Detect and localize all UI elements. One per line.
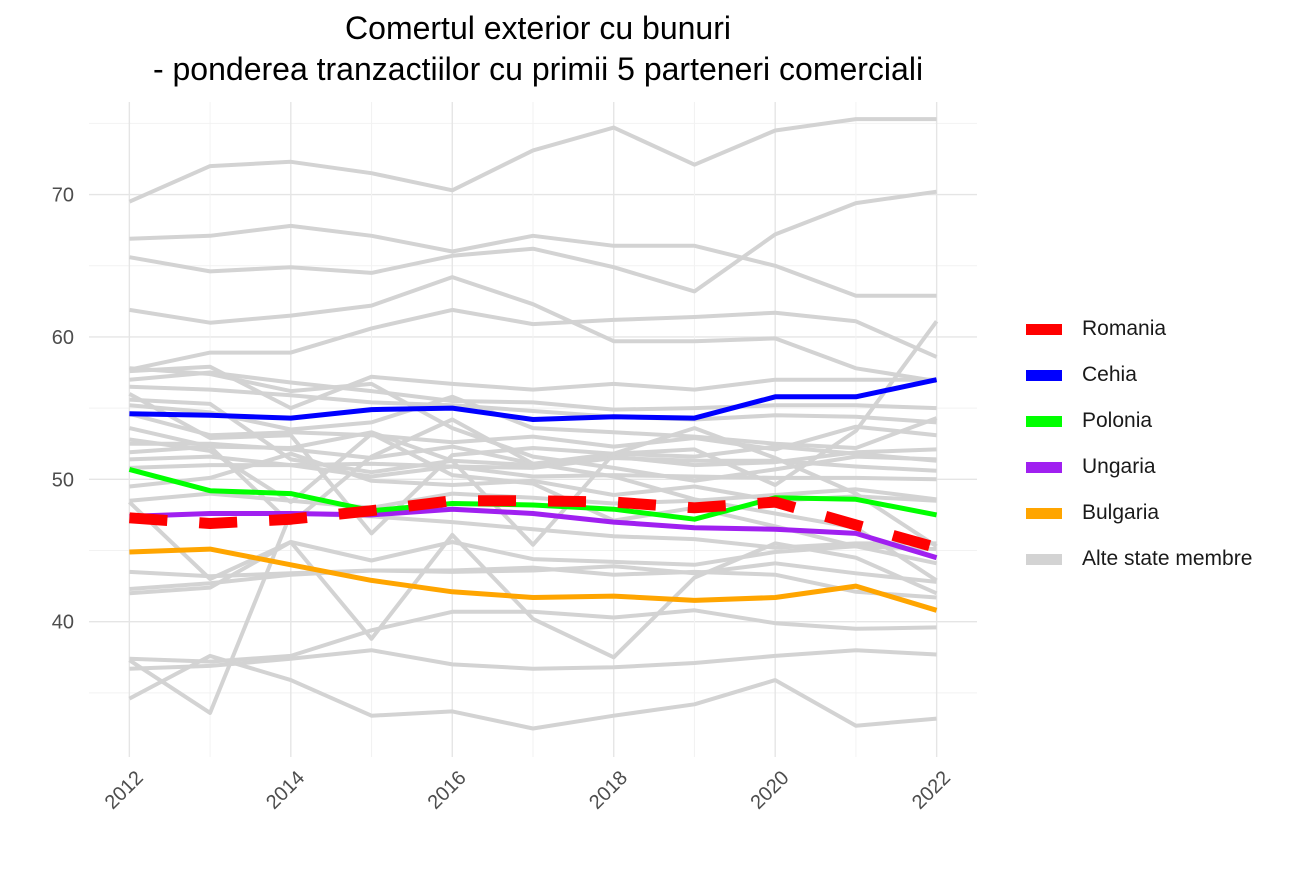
y-tick-label: 50: [52, 469, 74, 491]
series-line-other: [129, 370, 937, 412]
x-tick-label: 2012: [101, 767, 148, 814]
series-line-other: [128, 117, 937, 204]
legend-label: Bulgaria: [1082, 501, 1160, 524]
series-line-ungaria: [129, 506, 938, 561]
series-line-other: [129, 275, 937, 384]
series-line-other: [129, 608, 937, 664]
series-line-other: [129, 189, 937, 294]
legend-swatch: [1026, 553, 1062, 565]
series-line-other: [129, 463, 937, 482]
legend-item: Polonia: [1026, 398, 1252, 444]
x-tick-label: 2022: [908, 767, 955, 814]
series-line-other: [128, 511, 937, 715]
x-tick-label: 2014: [262, 767, 309, 814]
legend-item: Romania: [1026, 306, 1252, 352]
legend-label: Cehia: [1082, 363, 1137, 386]
y-tick-label: 40: [52, 612, 74, 634]
x-tick-label: 2016: [424, 767, 471, 814]
series-line-other: [128, 320, 939, 536]
series-line-other: [129, 394, 938, 450]
legend-item: Alte state membre: [1026, 536, 1252, 582]
legend-label: Ungaria: [1082, 455, 1156, 478]
x-tick-label: 2018: [585, 767, 632, 814]
series-line-other: [129, 565, 937, 600]
legend-item: Ungaria: [1026, 444, 1252, 490]
x-tick-label: 2020: [747, 767, 794, 814]
series-line-cehia: [129, 377, 938, 422]
legend-swatch: [1026, 507, 1062, 519]
series-line-other: [128, 307, 938, 372]
chart-title: Comertul exterior cu bunuri: [345, 10, 731, 46]
y-axis-ticks: 40 50 60 70: [52, 185, 74, 634]
legend-swatch: [1026, 415, 1062, 427]
highlighted-series-group: [128, 377, 939, 613]
legend-label: Alte state membre: [1082, 547, 1253, 570]
legend-label: Romania: [1082, 317, 1167, 340]
legend-item: Bulgaria: [1026, 490, 1252, 536]
series-line-bulgaria: [129, 546, 938, 613]
legend-swatch: [1026, 323, 1062, 335]
series-line-other: [129, 397, 938, 548]
chart-subtitle: - ponderea tranzactiilor cu primii 5 par…: [152, 51, 924, 87]
legend-swatch: [1026, 461, 1062, 473]
series-line-polonia: [128, 466, 938, 522]
series-line-other: [129, 223, 937, 298]
legend-label: Polonia: [1082, 409, 1153, 432]
series-line-other: [129, 384, 937, 425]
legend-item: Cehia: [1026, 352, 1252, 398]
series-line-other: [128, 653, 937, 731]
series-line-other: [129, 417, 938, 583]
y-tick-label: 70: [52, 185, 74, 207]
y-tick-label: 60: [52, 327, 74, 349]
x-axis-ticks: 2012 2014 2016 2018 2020 2022: [101, 767, 955, 814]
series-line-other: [128, 411, 937, 452]
legend-swatch: [1026, 369, 1062, 381]
series-line-other: [129, 648, 937, 671]
legend: Romania Cehia Polonia Ungaria Bulgaria Alte s…: [1026, 306, 1252, 582]
